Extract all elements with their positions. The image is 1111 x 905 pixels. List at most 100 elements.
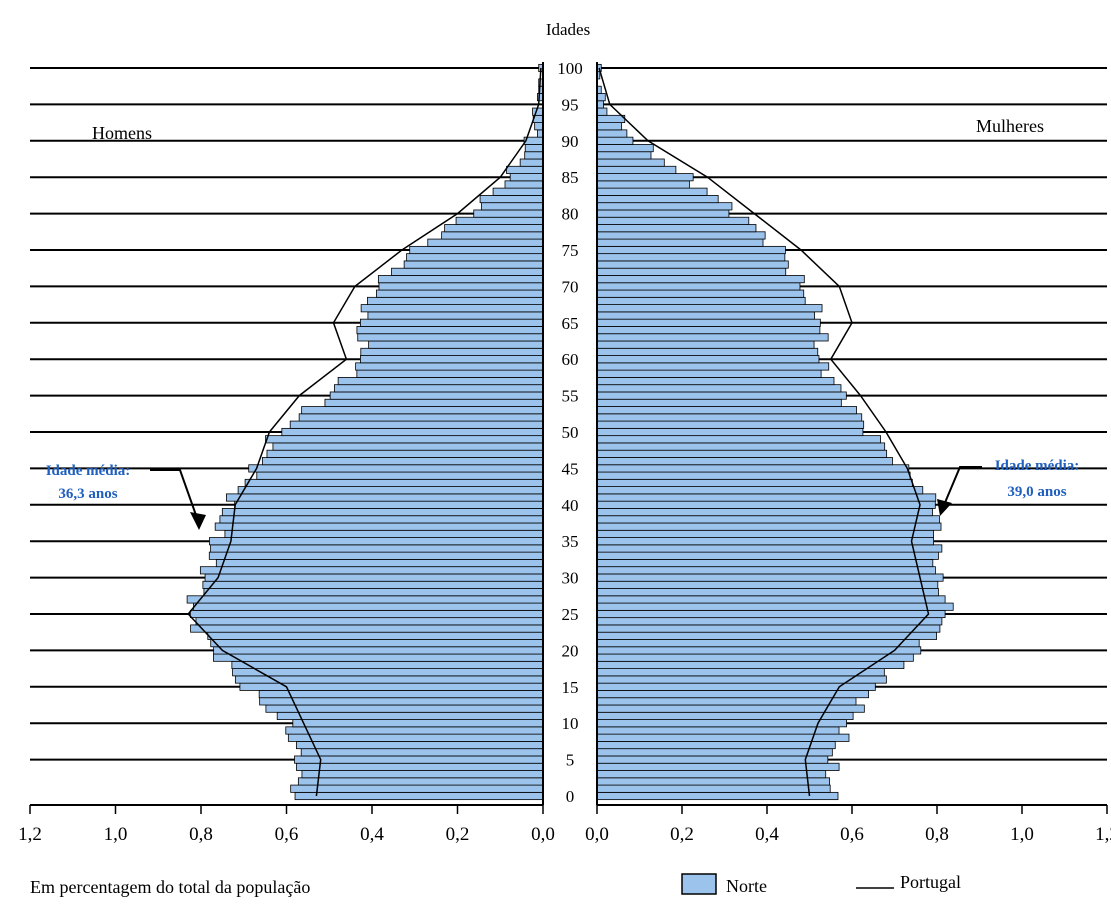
bar-homens-age-4 xyxy=(296,762,544,771)
age-label-15: 15 xyxy=(562,678,579,697)
bar-mulheres-age-82 xyxy=(596,194,719,204)
bar-mulheres-age-65 xyxy=(596,318,821,327)
bar-mulheres-age-8 xyxy=(596,733,850,742)
bar-mulheres-age-41 xyxy=(596,493,937,502)
bar-mulheres-age-76 xyxy=(596,238,764,247)
annotation-left-line2: 36,3 anos xyxy=(58,486,117,502)
x-tick-left-6: 0,0 xyxy=(531,824,555,845)
bar-homens-age-30 xyxy=(204,573,544,582)
bar-mulheres-age-22 xyxy=(596,631,937,640)
x-tick-right-3: 0,6 xyxy=(840,824,864,845)
bar-mulheres-age-33 xyxy=(596,551,939,560)
bar-mulheres-age-23 xyxy=(596,624,941,633)
bar-homens-age-26 xyxy=(193,602,544,611)
bar-homens-age-61 xyxy=(360,347,544,356)
bar-homens-age-70 xyxy=(378,282,544,291)
bar-mulheres-age-87 xyxy=(596,158,665,167)
bar-homens-age-66 xyxy=(367,311,544,320)
bar-mulheres-age-72 xyxy=(596,267,787,276)
bar-mulheres-age-38 xyxy=(596,515,940,524)
age-label-20: 20 xyxy=(562,641,579,660)
bar-homens-age-2 xyxy=(297,777,544,786)
bar-homens-age-28 xyxy=(203,588,544,597)
bar-homens-age-45 xyxy=(248,464,544,473)
age-axis-labels: 0 5 10 15 20 25 30 35 40 45 50 55 60 65 70 75 80 85 90 95 10… xyxy=(557,59,583,806)
bar-mulheres-age-26 xyxy=(596,602,954,611)
bar-homens-age-47 xyxy=(266,449,544,458)
bar-homens-age-19 xyxy=(213,653,544,662)
bar-homens-age-72 xyxy=(391,267,544,276)
bar-mulheres-age-39 xyxy=(596,508,933,517)
bar-homens-age-43 xyxy=(244,478,544,488)
bar-mulheres-age-89 xyxy=(596,144,654,153)
bar-mulheres-age-4 xyxy=(596,762,840,771)
bar-mulheres-age-10 xyxy=(596,719,847,728)
bar-homens-age-92 xyxy=(534,122,544,131)
bar-mulheres-age-66 xyxy=(596,311,815,320)
bar-mulheres-age-70 xyxy=(596,282,801,291)
bar-mulheres-age-45 xyxy=(596,464,910,473)
x-tick-left-2: 0,8 xyxy=(189,824,213,845)
bar-homens-age-39 xyxy=(221,508,544,517)
bar-mulheres-age-54 xyxy=(596,398,842,407)
bar-homens-age-83 xyxy=(492,187,544,196)
bar-mulheres-age-19 xyxy=(596,653,914,662)
bar-homens-age-9 xyxy=(285,726,544,735)
x-tick-left-5: 0,2 xyxy=(446,824,470,845)
bar-mulheres-age-71 xyxy=(596,275,805,284)
bar-mulheres-age-79 xyxy=(596,216,750,225)
bar-mulheres-age-96 xyxy=(596,93,606,102)
bar-mulheres-age-53 xyxy=(596,406,857,415)
bar-homens-age-18 xyxy=(231,660,544,670)
bar-mulheres-age-35 xyxy=(596,537,934,546)
age-label-65: 65 xyxy=(562,314,579,333)
age-label-100: 100 xyxy=(557,59,583,78)
bar-homens-age-32 xyxy=(215,559,544,568)
bar-mulheres-age-68 xyxy=(596,296,806,306)
bar-mulheres-age-57 xyxy=(596,376,835,386)
bar-mulheres-age-59 xyxy=(596,362,830,371)
bar-mulheres-age-3 xyxy=(596,770,827,779)
bar-mulheres-age-90 xyxy=(596,136,634,145)
age-label-30: 30 xyxy=(562,569,579,588)
age-label-80: 80 xyxy=(562,205,579,224)
portugal-line-mulheres xyxy=(598,67,930,797)
age-axis-title: Idades xyxy=(546,20,590,39)
bar-mulheres-age-63 xyxy=(596,333,829,342)
x-tick-left-0: 1,2 xyxy=(18,824,42,845)
bar-homens-age-33 xyxy=(208,551,544,560)
bar-homens-age-89 xyxy=(524,144,544,153)
axes xyxy=(29,62,1108,814)
bar-homens-age-34 xyxy=(210,544,544,553)
bar-homens-age-79 xyxy=(455,216,544,225)
bar-homens-age-58 xyxy=(356,369,544,378)
bar-mulheres-age-16 xyxy=(596,675,887,684)
bar-homens-age-7 xyxy=(295,741,544,750)
bar-homens-age-86 xyxy=(506,165,544,174)
bar-mulheres-age-25 xyxy=(596,609,946,619)
bar-mulheres-age-88 xyxy=(596,151,652,160)
bar-homens-age-71 xyxy=(377,275,544,284)
bar-mulheres-age-40 xyxy=(596,500,936,509)
x-tick-right-5: 1,0 xyxy=(1010,824,1034,845)
bar-homens-age-75 xyxy=(409,245,544,255)
bar-mulheres-age-32 xyxy=(596,559,934,568)
bar-homens-age-24 xyxy=(195,617,544,626)
bar-mulheres-age-1 xyxy=(596,784,831,793)
bar-homens-age-35 xyxy=(209,537,544,546)
bar-mulheres-age-11 xyxy=(596,711,854,720)
bar-mulheres-age-36 xyxy=(596,529,934,538)
annotation-left-arrow xyxy=(150,469,198,519)
bar-homens-age-84 xyxy=(504,180,544,189)
bar-mulheres-age-13 xyxy=(596,697,857,706)
bar-homens-age-22 xyxy=(207,631,544,640)
bar-mulheres-age-51 xyxy=(596,420,865,429)
bar-mulheres-age-2 xyxy=(596,777,830,786)
bar-homens-age-17 xyxy=(232,668,544,677)
x-tick-right-4: 0,8 xyxy=(925,824,949,845)
bars-homens xyxy=(186,63,544,801)
legend-portugal-label: Portugal xyxy=(900,872,961,892)
bar-mulheres-age-84 xyxy=(596,180,690,189)
bar-mulheres-age-47 xyxy=(596,449,888,458)
bar-homens-age-41 xyxy=(226,493,544,502)
